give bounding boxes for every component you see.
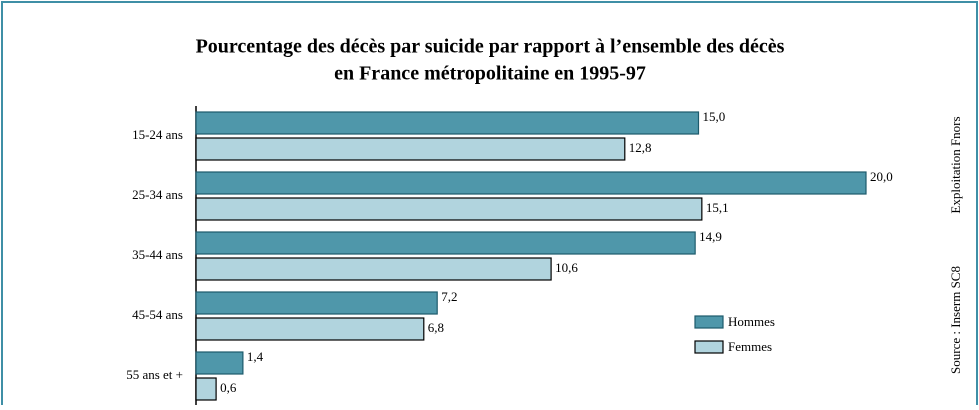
value-label: 10,6	[555, 260, 578, 275]
annotation: Exploitation Fnors	[948, 116, 963, 213]
value-label: 6,8	[428, 320, 444, 335]
bar	[195, 231, 696, 255]
bar	[195, 351, 244, 375]
value-label: 14,9	[699, 229, 722, 244]
bar	[195, 291, 438, 315]
y-tick-label: 55 ans et +	[126, 367, 183, 382]
y-tick-label: 25-34 ans	[132, 187, 183, 202]
value-label: 15,0	[703, 109, 726, 124]
value-label: 15,1	[706, 200, 729, 215]
value-label: 20,0	[870, 169, 893, 184]
bar	[195, 257, 552, 281]
bar	[195, 377, 217, 401]
y-tick-label: 35-44 ans	[132, 247, 183, 262]
annotation: Source : Inserm SC8	[948, 266, 963, 374]
legend-label: Hommes	[728, 314, 775, 329]
legend-label: Femmes	[728, 339, 772, 354]
chart-title: en France métropolitaine en 1995-97	[334, 63, 646, 85]
bar	[195, 317, 425, 341]
value-label: 12,8	[629, 140, 652, 155]
legend-swatch	[694, 340, 724, 354]
value-label: 0,6	[220, 380, 237, 395]
legend-swatch	[694, 315, 724, 329]
value-label: 7,2	[441, 289, 457, 304]
y-tick-label: 45-54 ans	[132, 307, 183, 322]
bar	[195, 111, 700, 135]
value-label: 1,4	[247, 349, 264, 364]
bar	[195, 137, 626, 161]
y-tick-label: 15-24 ans	[132, 127, 183, 142]
bar	[195, 197, 703, 221]
chart-title: Pourcentage des décès par suicide par ra…	[196, 36, 785, 58]
bar	[195, 171, 867, 195]
